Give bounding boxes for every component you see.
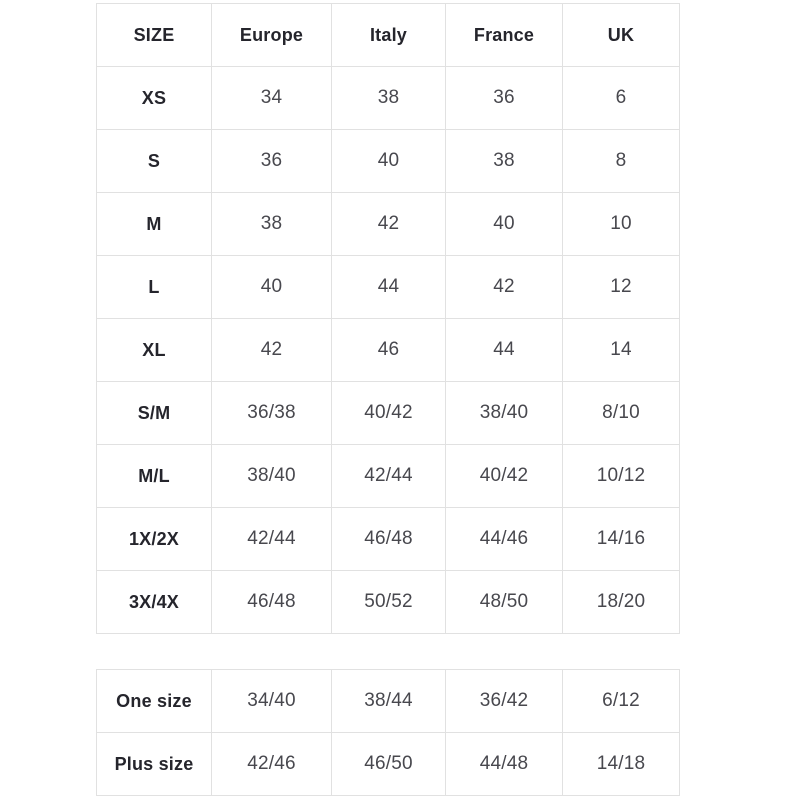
size-value-cell: 44 [445, 318, 563, 382]
size-label-cell: XS [96, 66, 212, 130]
size-value-cell: 12 [562, 255, 680, 319]
size-value-cell: 44/48 [445, 732, 563, 796]
special-size-table: One size 34/40 38/44 36/42 6/12 Plus siz… [96, 669, 680, 796]
table-row-plus-size: Plus size 42/46 46/50 44/48 14/18 [96, 732, 680, 796]
size-label-cell: L [96, 255, 212, 319]
size-value-cell: 38 [211, 192, 332, 256]
size-value-cell: 46/48 [211, 570, 332, 634]
size-value-cell: 34/40 [211, 669, 332, 733]
size-label-cell: 3X/4X [96, 570, 212, 634]
size-value-cell: 38/40 [211, 444, 332, 508]
size-value-cell: 46/50 [331, 732, 446, 796]
size-value-cell: 8/10 [562, 381, 680, 445]
size-value-cell: 46/48 [331, 507, 446, 571]
size-value-cell: 50/52 [331, 570, 446, 634]
size-value-cell: 14 [562, 318, 680, 382]
table-row-1x-2x: 1X/2X 42/44 46/48 44/46 14/16 [96, 507, 680, 571]
size-label-cell: S/M [96, 381, 212, 445]
size-value-cell: 38/40 [445, 381, 563, 445]
size-value-cell: 42/44 [211, 507, 332, 571]
size-chart-container: SIZE Europe Italy France UK XS 34 38 36 … [96, 3, 680, 796]
size-value-cell: 44/46 [445, 507, 563, 571]
column-header-uk: UK [562, 3, 680, 67]
size-value-cell: 18/20 [562, 570, 680, 634]
table-row-l: L 40 44 42 12 [96, 255, 680, 319]
column-header-size: SIZE [96, 3, 212, 67]
size-value-cell: 40 [211, 255, 332, 319]
table-row-s-m: S/M 36/38 40/42 38/40 8/10 [96, 381, 680, 445]
size-label-cell: One size [96, 669, 212, 733]
column-header-italy: Italy [331, 3, 446, 67]
size-value-cell: 6/12 [562, 669, 680, 733]
size-value-cell: 36/38 [211, 381, 332, 445]
size-label-cell: S [96, 129, 212, 193]
size-label-cell: M [96, 192, 212, 256]
size-value-cell: 38 [331, 66, 446, 130]
size-value-cell: 14/18 [562, 732, 680, 796]
size-label-cell: M/L [96, 444, 212, 508]
size-value-cell: 14/16 [562, 507, 680, 571]
size-value-cell: 38/44 [331, 669, 446, 733]
size-value-cell: 40/42 [331, 381, 446, 445]
size-value-cell: 40 [445, 192, 563, 256]
size-value-cell: 6 [562, 66, 680, 130]
size-value-cell: 36/42 [445, 669, 563, 733]
size-conversion-table: SIZE Europe Italy France UK XS 34 38 36 … [96, 3, 680, 634]
size-value-cell: 8 [562, 129, 680, 193]
table-row-xs: XS 34 38 36 6 [96, 66, 680, 130]
table-header-row: SIZE Europe Italy France UK [96, 3, 680, 67]
size-value-cell: 36 [445, 66, 563, 130]
size-value-cell: 36 [211, 129, 332, 193]
table-row-m-l: M/L 38/40 42/44 40/42 10/12 [96, 444, 680, 508]
size-value-cell: 42 [211, 318, 332, 382]
size-value-cell: 34 [211, 66, 332, 130]
column-header-europe: Europe [211, 3, 332, 67]
size-label-cell: XL [96, 318, 212, 382]
table-row-3x-4x: 3X/4X 46/48 50/52 48/50 18/20 [96, 570, 680, 634]
size-value-cell: 44 [331, 255, 446, 319]
size-label-cell: Plus size [96, 732, 212, 796]
size-value-cell: 42/44 [331, 444, 446, 508]
table-row-s: S 36 40 38 8 [96, 129, 680, 193]
size-value-cell: 40 [331, 129, 446, 193]
size-value-cell: 42/46 [211, 732, 332, 796]
size-value-cell: 10/12 [562, 444, 680, 508]
size-value-cell: 48/50 [445, 570, 563, 634]
size-value-cell: 38 [445, 129, 563, 193]
table-row-one-size: One size 34/40 38/44 36/42 6/12 [96, 669, 680, 733]
size-value-cell: 40/42 [445, 444, 563, 508]
table-row-m: M 38 42 40 10 [96, 192, 680, 256]
column-header-france: France [445, 3, 563, 67]
size-value-cell: 10 [562, 192, 680, 256]
size-value-cell: 42 [331, 192, 446, 256]
size-label-cell: 1X/2X [96, 507, 212, 571]
size-value-cell: 46 [331, 318, 446, 382]
table-row-xl: XL 42 46 44 14 [96, 318, 680, 382]
size-value-cell: 42 [445, 255, 563, 319]
